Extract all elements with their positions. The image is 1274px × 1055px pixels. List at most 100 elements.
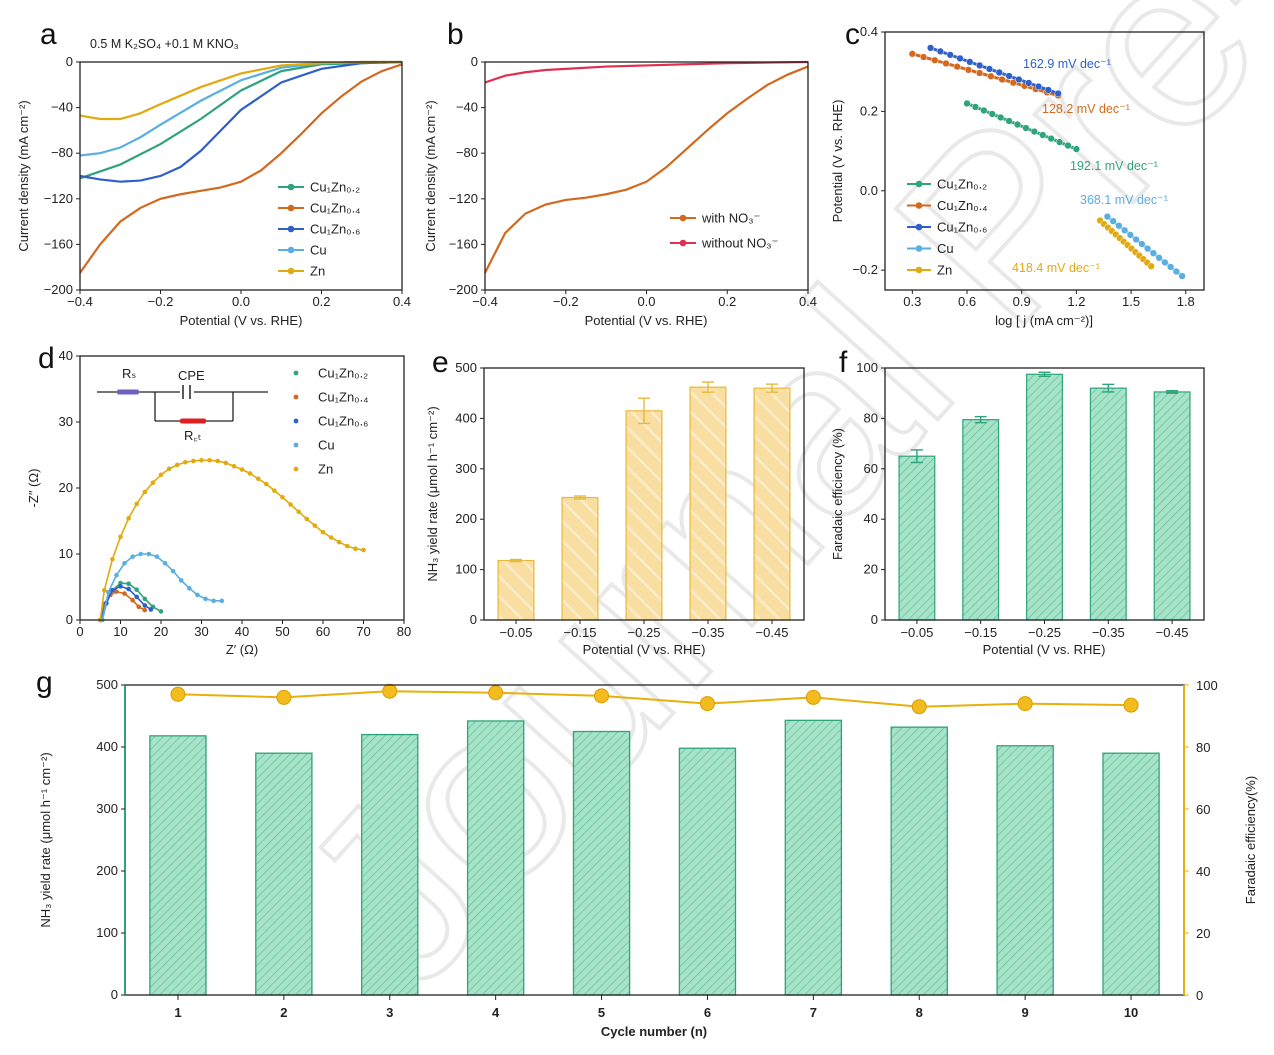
d-xtick-label: 60 bbox=[316, 624, 330, 639]
e-frame bbox=[483, 367, 805, 621]
f-bar bbox=[1089, 387, 1127, 621]
a-legend-marker bbox=[287, 183, 295, 191]
g-bar bbox=[361, 733, 419, 996]
a-legend-marker bbox=[287, 267, 295, 275]
c-data-point bbox=[1030, 127, 1038, 136]
d-ylabel: -Z″ (Ω) bbox=[26, 469, 41, 508]
d-data-point bbox=[148, 607, 154, 612]
c-slope-label: 368.1 mV dec⁻¹ bbox=[1080, 193, 1168, 207]
c-slope-label: 418.4 mV dec⁻¹ bbox=[1012, 261, 1100, 275]
g-y2tick-label: 80 bbox=[1196, 740, 1210, 755]
d-xtick-label: 20 bbox=[154, 624, 168, 639]
c-data-point bbox=[942, 59, 950, 68]
g-y2tick-label: 20 bbox=[1196, 926, 1210, 941]
g-bar bbox=[255, 752, 313, 996]
d-data-point bbox=[247, 471, 253, 476]
b-panel-label: b bbox=[447, 18, 464, 51]
a-legend-marker bbox=[287, 246, 295, 254]
g-fe-point bbox=[1017, 696, 1033, 712]
c-legend-marker bbox=[915, 180, 923, 188]
e-category-label: −0.35 bbox=[692, 625, 725, 640]
d-xtick-label: 30 bbox=[194, 624, 208, 639]
c-data-point bbox=[1143, 244, 1152, 253]
d-xtick-label: 40 bbox=[235, 624, 249, 639]
d-data-point bbox=[288, 502, 293, 507]
f-ylabel: Faradaic efficiency (%) bbox=[830, 428, 845, 560]
b-ytick-label: −200 bbox=[449, 282, 478, 297]
c-data-point bbox=[964, 66, 973, 74]
d-data-point bbox=[142, 607, 148, 613]
e-ylabel: NH₃ yield rate (μmol h⁻¹ cm⁻²) bbox=[425, 406, 440, 581]
g-category-label: 8 bbox=[916, 1005, 923, 1020]
f-category-label: −0.45 bbox=[1156, 625, 1189, 640]
c-data-point bbox=[1039, 131, 1047, 139]
c-data-point bbox=[988, 110, 996, 118]
c-data-point bbox=[1047, 134, 1055, 143]
c-legend-label: Zn bbox=[937, 263, 952, 278]
c-panel-label: c bbox=[845, 18, 860, 51]
c-data-point bbox=[1015, 75, 1023, 84]
g-category-label: 9 bbox=[1022, 1005, 1029, 1020]
c-data-point bbox=[1055, 138, 1064, 146]
d-circuit: Rₛ CPE R꜀ₜ bbox=[97, 366, 268, 443]
g-category-label: 1 bbox=[174, 1005, 181, 1020]
c-data-point bbox=[1025, 79, 1033, 87]
d-xtick-label: 10 bbox=[113, 624, 127, 639]
d-legend-label: Cu bbox=[318, 438, 335, 453]
d-circuit-rct bbox=[180, 418, 206, 424]
d-data-point bbox=[110, 556, 115, 562]
c-data-point bbox=[956, 54, 964, 63]
b-xtick-label: −0.4 bbox=[472, 294, 498, 309]
e-panel-label: e bbox=[432, 346, 449, 379]
g-bar bbox=[784, 719, 843, 996]
g-fe-point bbox=[382, 683, 398, 699]
c-data-point bbox=[1166, 263, 1175, 271]
b-legend-marker bbox=[679, 239, 687, 247]
c-data-point bbox=[963, 99, 971, 108]
d-legend-label: Cu₁Zn₀.₆ bbox=[318, 414, 368, 429]
c-data-point bbox=[995, 68, 1003, 77]
f-ytick-label: 0 bbox=[871, 612, 878, 627]
d-data-point bbox=[191, 458, 196, 464]
d-data-point bbox=[280, 494, 285, 500]
c-data-point bbox=[919, 53, 928, 61]
d-legend-marker bbox=[293, 418, 299, 424]
c-legend-label: Cu₁Zn₀.₄ bbox=[937, 198, 988, 213]
c-data-point bbox=[1126, 231, 1135, 239]
a-xtick-label: −0.2 bbox=[148, 294, 174, 309]
a-ytick-label: −160 bbox=[44, 236, 73, 251]
d-legend-marker bbox=[293, 442, 299, 448]
d-data-point bbox=[178, 578, 184, 583]
d-ytick-label: 30 bbox=[59, 414, 73, 429]
b-legend-label: without NO₃⁻ bbox=[701, 236, 778, 251]
d-panel-label: d bbox=[38, 342, 55, 375]
f-ytick-label: 100 bbox=[856, 360, 878, 375]
b-ylabel: Current density (mA cm⁻²) bbox=[423, 100, 438, 251]
d-ytick-label: 0 bbox=[66, 612, 73, 627]
c-xlabel: log [ j (mA cm⁻²)] bbox=[995, 313, 1093, 328]
g-bar bbox=[149, 735, 207, 996]
e-ytick-label: 200 bbox=[455, 511, 477, 526]
a-ytick-label: −120 bbox=[44, 191, 73, 206]
d-data-point bbox=[199, 457, 204, 463]
a-legend-label: Cu₁Zn₀.₄ bbox=[310, 201, 361, 216]
f-bar bbox=[1153, 391, 1191, 621]
c-data-point bbox=[926, 44, 935, 52]
c-data-point bbox=[1072, 145, 1081, 153]
g-y2tick-label: 100 bbox=[1196, 678, 1218, 693]
d-circuit-rct-label: R꜀ₜ bbox=[184, 428, 202, 443]
d-circuit-rs-label: Rₛ bbox=[122, 366, 136, 381]
g-fe-point bbox=[276, 689, 292, 705]
f-ytick-label: 60 bbox=[864, 461, 878, 476]
a-ytick-label: 0 bbox=[66, 54, 73, 69]
b-xtick-label: 0.0 bbox=[637, 294, 655, 309]
d-legend-marker bbox=[293, 394, 299, 400]
c-data-point bbox=[997, 113, 1005, 122]
d-data-point bbox=[170, 568, 176, 574]
d-xtick-label: 0 bbox=[76, 624, 83, 639]
a-panel-label: a bbox=[40, 18, 57, 51]
c-data-point bbox=[1022, 124, 1030, 132]
d-data-point bbox=[114, 572, 119, 578]
d-data-point bbox=[296, 509, 302, 515]
